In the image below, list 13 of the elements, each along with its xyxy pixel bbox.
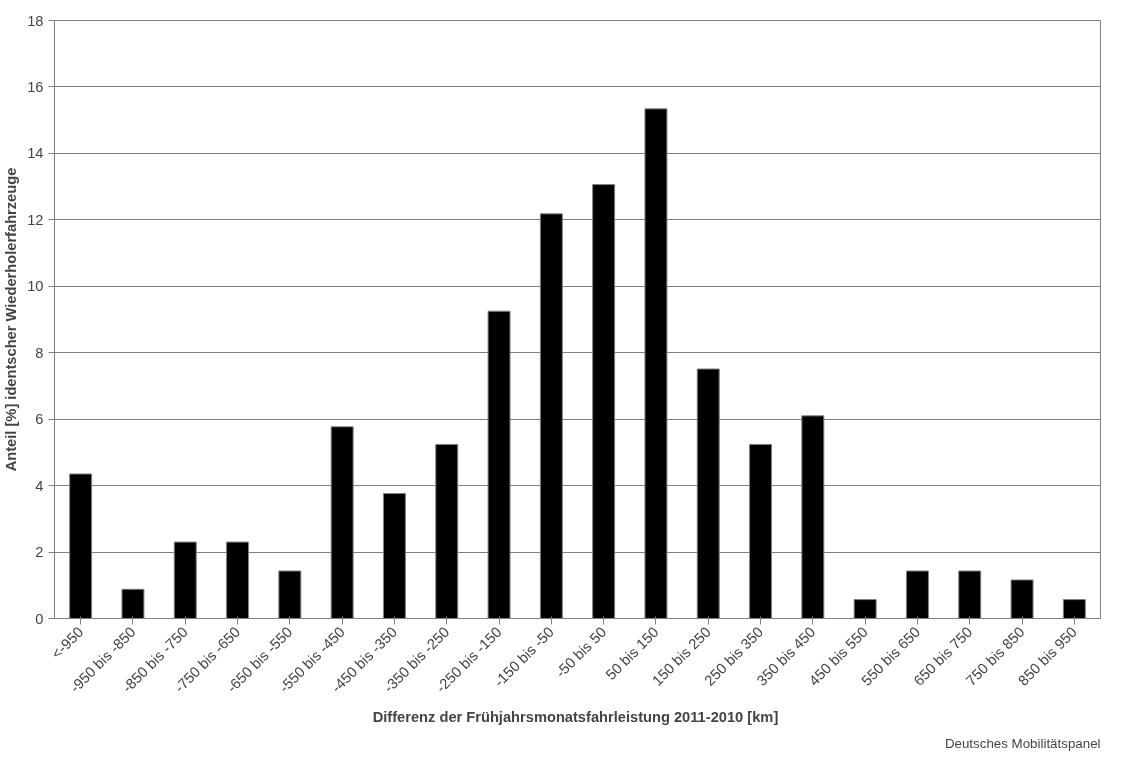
y-tick-label: 4 bbox=[35, 477, 44, 494]
y-axis-title: Anteil [%] identscher Wiederholerfahrzeuge bbox=[3, 167, 20, 472]
y-tick-label: 2 bbox=[35, 544, 44, 561]
text: Deutsches Mobilitätspanel bbox=[944, 735, 1101, 751]
y-tick-label: 8 bbox=[35, 344, 44, 361]
y-tick-label: 0 bbox=[35, 610, 44, 627]
y-tick-label: 14 bbox=[27, 145, 44, 162]
x-axis-title: Differenz der Frühjahrsmonatsfahrleistung 2011-2010 [km] bbox=[372, 709, 779, 726]
y-tick-label: 6 bbox=[35, 411, 44, 428]
y-tick-label: 10 bbox=[27, 278, 44, 295]
y-tick-label: 16 bbox=[27, 78, 44, 95]
y-tick-label: 12 bbox=[27, 211, 44, 228]
y-tick-label: 18 bbox=[27, 12, 44, 29]
